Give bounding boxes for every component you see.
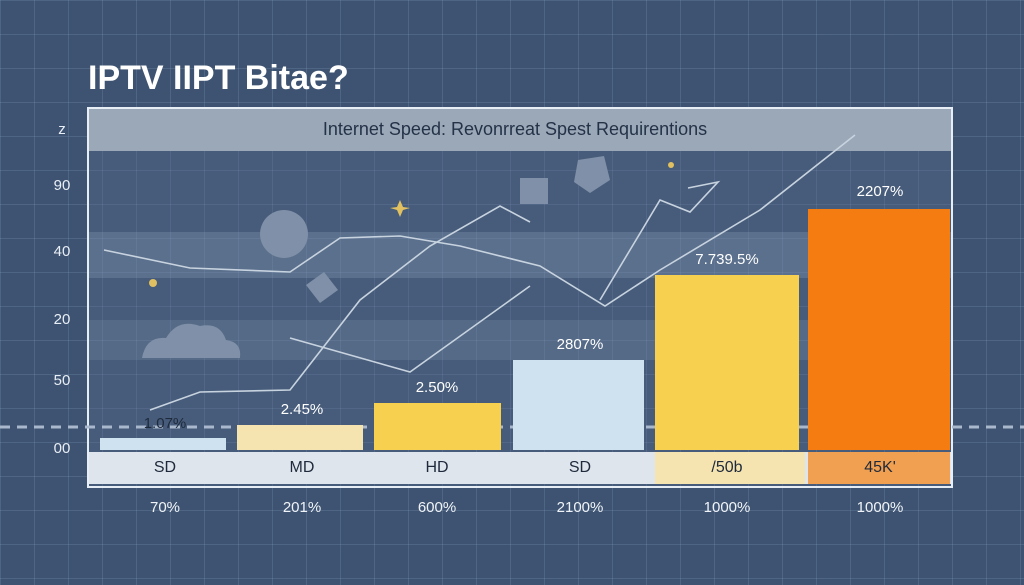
decor-diamond — [306, 272, 338, 303]
y-label: 00 — [54, 440, 71, 457]
footer-label: 600% — [418, 499, 456, 516]
footer-label: 1000% — [704, 499, 751, 516]
decor-dot — [668, 162, 674, 168]
category-cell — [655, 452, 805, 484]
footer-label: 1000% — [857, 499, 904, 516]
category-strip — [89, 452, 951, 484]
panel-title: Internet Speed: Revonrreat Spest Require… — [323, 119, 707, 139]
y-label: 50 — [54, 372, 71, 389]
category: SD — [154, 459, 176, 476]
bar — [808, 209, 950, 450]
bar — [100, 438, 226, 450]
categories: SD MD HD SD /50b 45K' — [154, 459, 896, 476]
decor-cloud — [142, 323, 241, 358]
decor-lines — [103, 134, 856, 411]
y-label: 90 — [54, 177, 71, 194]
category: SD — [569, 459, 591, 476]
y-label: 20 — [54, 311, 71, 328]
category: 45K' — [864, 459, 896, 476]
category: /50b — [711, 459, 742, 476]
bar-label: 2207% — [857, 183, 904, 200]
bar — [374, 403, 501, 450]
decor-circle — [260, 210, 308, 258]
trend-line — [149, 205, 531, 411]
bar — [655, 275, 799, 450]
bar — [237, 425, 363, 450]
decor-dot — [149, 279, 157, 287]
category: MD — [290, 459, 315, 476]
y-label: z — [58, 121, 66, 138]
trend-line — [103, 134, 856, 307]
category-cell — [808, 452, 950, 484]
decor-star — [390, 200, 410, 217]
bar-label: 1.07% — [144, 415, 187, 432]
footer-label: 2100% — [557, 499, 604, 516]
trend-line — [599, 180, 721, 301]
panel-header — [89, 109, 951, 151]
title: IPTV IIPT Bitae? — [88, 59, 349, 97]
bar-label: 2.45% — [281, 401, 324, 418]
y-labels: z 90 40 20 50 00 — [54, 121, 71, 457]
bar-label: 7.739.5% — [695, 251, 758, 268]
footer-label: 70% — [150, 499, 180, 516]
category: HD — [425, 459, 448, 476]
y-label: 40 — [54, 243, 71, 260]
trend-line — [289, 285, 531, 373]
footer-label: 201% — [283, 499, 321, 516]
decor-square — [520, 178, 548, 204]
bar-label: 2.50% — [416, 379, 459, 396]
footers: 70% 201% 600% 2100% 1000% 1000% — [150, 499, 903, 516]
bar-label: 2807% — [557, 336, 604, 353]
bar — [513, 360, 644, 450]
decor-hex — [574, 156, 610, 193]
bar-labels: 1.07% 2.45% 2.50% 2807% 7.739.5% 2207% — [144, 183, 904, 432]
